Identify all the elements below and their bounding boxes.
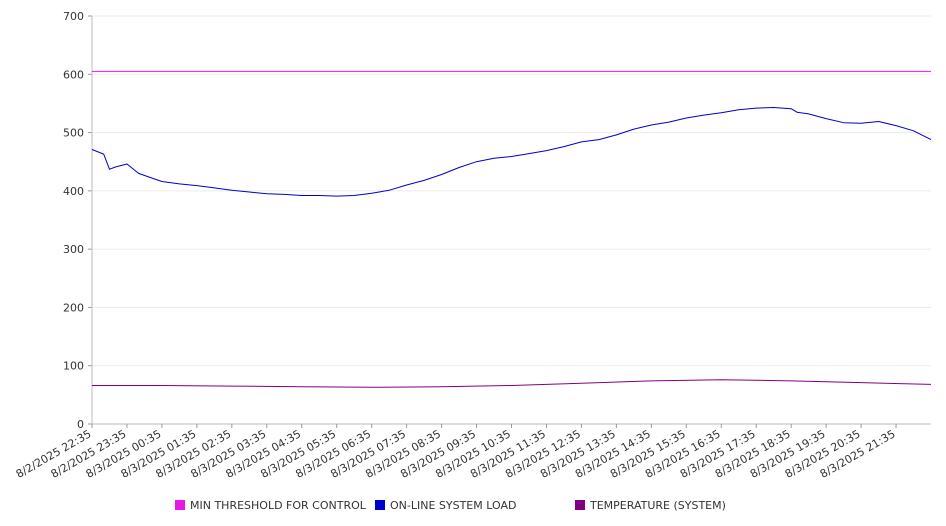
y-tick-label-5: 500: [63, 127, 84, 140]
y-tick-label-3: 300: [63, 243, 84, 256]
y-tick-label-1: 100: [63, 360, 84, 373]
series-lines: [91, 70, 932, 388]
legend-swatch-0: [175, 500, 185, 510]
legend-label-2: TEMPERATURE (SYSTEM): [589, 499, 726, 512]
y-tick-label-6: 600: [63, 68, 84, 81]
axes: [88, 15, 931, 428]
series-line-2: [92, 379, 932, 388]
legend-item-2: TEMPERATURE (SYSTEM): [575, 499, 726, 512]
legend-item-0: MIN THRESHOLD FOR CONTROL: [175, 499, 367, 512]
y-tick-label-7: 700: [63, 10, 84, 23]
y-tick-label-0: 0: [77, 418, 84, 431]
y-tick-label-2: 200: [63, 301, 84, 314]
legend-label-1: ON-LINE SYSTEM LOAD: [390, 499, 516, 512]
legend-label-0: MIN THRESHOLD FOR CONTROL: [190, 499, 367, 512]
series-line-1: [91, 107, 932, 197]
legend: MIN THRESHOLD FOR CONTROL ON-LINE SYSTEM …: [175, 499, 726, 512]
legend-swatch-1: [375, 500, 385, 510]
legend-swatch-2: [575, 500, 585, 510]
legend-item-1: ON-LINE SYSTEM LOAD: [375, 499, 516, 512]
y-tick-labels: 0 100 200 300 400 500 600 700: [63, 10, 84, 431]
y-tick-label-4: 400: [63, 185, 84, 198]
x-tick-labels: 8/2/2025 22:358/2/2025 23:358/3/2025 00:…: [14, 427, 898, 481]
grid-lines: [92, 15, 931, 367]
